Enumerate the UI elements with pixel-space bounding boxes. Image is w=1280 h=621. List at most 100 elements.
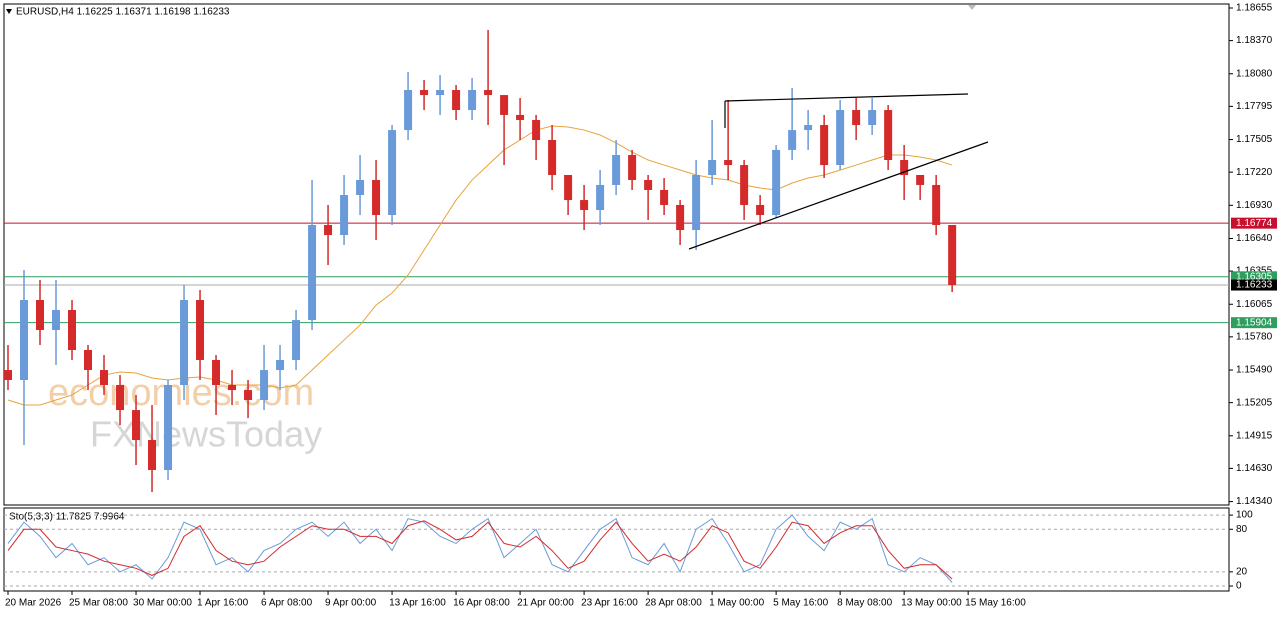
- x-tick-label: 1 May 00:00: [709, 598, 764, 609]
- x-tick-label: 13 May 00:00: [901, 598, 962, 609]
- y-tick-label: 1.17220: [1236, 167, 1273, 178]
- candle-body: [852, 110, 861, 126]
- y-tick-label: 20: [1236, 566, 1248, 577]
- trend-line: [688, 141, 989, 250]
- candle-body: [84, 350, 93, 371]
- candle-body: [52, 309, 61, 330]
- y-tick-label: 1.16355: [1236, 266, 1273, 277]
- price-level-box: [1231, 217, 1277, 229]
- candle-body: [20, 300, 29, 380]
- menu-arrow[interactable]: [6, 9, 12, 14]
- candle-body: [740, 165, 749, 205]
- candle-body: [212, 359, 221, 386]
- candle-body: [4, 370, 13, 380]
- x-tick-label: 9 Apr 00:00: [325, 598, 377, 609]
- stoch-frame: [3, 507, 1230, 592]
- price-level-box: [1231, 279, 1277, 291]
- candle-body: [916, 175, 925, 185]
- candle-body: [884, 110, 893, 161]
- candle-body: [100, 370, 109, 386]
- y-tick-label: 1.16640: [1236, 233, 1273, 244]
- x-tick-label: 25 Mar 08:00: [69, 598, 128, 609]
- x-tick-label: 28 Apr 08:00: [645, 598, 702, 609]
- candle-body: [164, 385, 173, 470]
- price-level-label: 1.16774: [1236, 218, 1273, 229]
- candle-body: [260, 370, 269, 400]
- candle-body: [676, 204, 685, 231]
- candle-body: [484, 90, 493, 96]
- y-tick-label: 80: [1236, 524, 1248, 535]
- y-tick-label: 1.17795: [1236, 101, 1273, 112]
- candle-body: [388, 130, 397, 216]
- x-tick-label: 15 May 16:00: [965, 598, 1026, 609]
- candle-body: [308, 224, 317, 321]
- y-tick-label: 1.14915: [1236, 430, 1273, 441]
- candle-body: [596, 184, 605, 211]
- candle-body: [372, 180, 381, 216]
- candle-body: [820, 125, 829, 166]
- candle-body: [900, 160, 909, 176]
- candle-body: [276, 359, 285, 371]
- candle-body: [644, 180, 653, 190]
- candle-body: [468, 90, 477, 111]
- candle-body: [532, 119, 541, 141]
- candle-body: [500, 95, 509, 115]
- candle-body: [708, 160, 717, 176]
- x-tick-label: 13 Apr 16:00: [389, 598, 446, 609]
- x-tick-label: 20 Mar 2026: [5, 598, 62, 609]
- y-tick-label: 1.14630: [1236, 463, 1273, 474]
- candle-body: [420, 90, 429, 96]
- y-tick-label: 1.15780: [1236, 331, 1273, 342]
- candle-body: [340, 195, 349, 236]
- oscillator-line: [7, 514, 953, 583]
- main-frame: [3, 3, 1230, 506]
- candle-body: [148, 440, 157, 470]
- candle-body: [292, 320, 301, 360]
- chart-title: EURUSD,H4 1.16225 1.16371 1.16198 1.1623…: [16, 7, 230, 18]
- candle-body: [68, 309, 77, 351]
- price-level-box: [1231, 317, 1277, 329]
- watermark: FXNewsToday: [90, 414, 322, 455]
- candle-body: [756, 204, 765, 216]
- x-tick-label: 1 Apr 16:00: [197, 598, 249, 609]
- y-tick-label: 1.18080: [1236, 68, 1273, 79]
- y-tick-label: 1.16065: [1236, 299, 1273, 310]
- candle-body: [356, 180, 365, 196]
- y-tick-label: 1.14340: [1236, 496, 1273, 507]
- candle-body: [836, 110, 845, 166]
- candle-body: [244, 390, 253, 400]
- y-tick-label: 1.15490: [1236, 365, 1273, 376]
- x-tick-label: 8 May 08:00: [837, 598, 892, 609]
- candle-body: [132, 410, 141, 441]
- y-tick-label: 1.17505: [1236, 134, 1273, 145]
- y-tick-label: 0: [1236, 581, 1242, 592]
- price-level-label: 1.16305: [1236, 271, 1273, 282]
- candle-body: [948, 224, 957, 286]
- y-tick-label: 1.16930: [1236, 200, 1273, 211]
- oscillator-line: [7, 520, 953, 580]
- y-tick-label: 1.15205: [1236, 397, 1273, 408]
- candle-body: [324, 224, 333, 236]
- price-level-label: 1.16233: [1236, 280, 1273, 291]
- y-tick-label: 1.18655: [1236, 3, 1273, 14]
- x-tick-label: 30 Mar 00:00: [133, 598, 192, 609]
- candle-body: [628, 154, 637, 181]
- candle-body: [724, 160, 733, 166]
- candle-body: [404, 90, 413, 131]
- x-tick-label: 21 Apr 00:00: [517, 598, 574, 609]
- price-level-label: 1.15904: [1236, 317, 1273, 328]
- candle-body: [772, 149, 781, 216]
- price-level-box: [1231, 271, 1277, 283]
- x-tick-label: 23 Apr 16:00: [581, 598, 638, 609]
- x-tick-label: 5 May 16:00: [773, 598, 828, 609]
- plot: 1.18655 1.18370 1.18080 1.17795 1.17505 1.172…: [4, 3, 1277, 609]
- candle-body: [804, 125, 813, 131]
- shift-marker: [968, 5, 976, 10]
- candle-body: [436, 90, 445, 96]
- candle-body: [564, 175, 573, 201]
- y-tick-label: 100: [1236, 510, 1253, 521]
- candle-body: [788, 130, 797, 150]
- candle-body: [180, 300, 189, 386]
